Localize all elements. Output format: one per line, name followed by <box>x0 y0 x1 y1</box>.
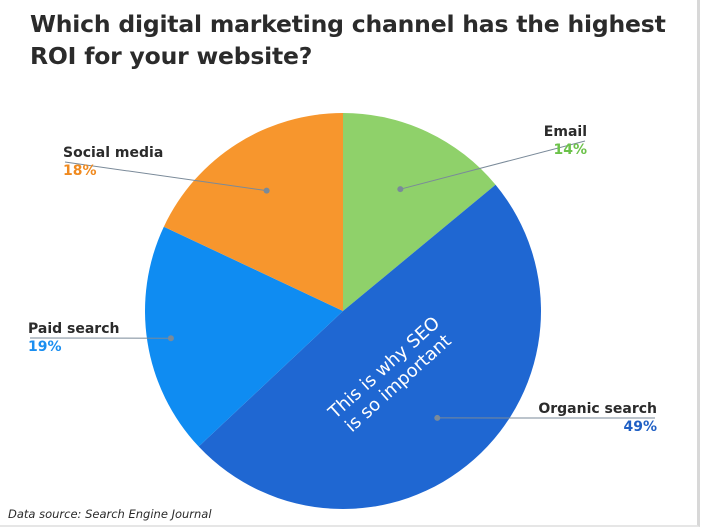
slice-label-group-paid-search: Paid search 19% <box>28 321 174 355</box>
slice-label-group-social-media: Social media 18% <box>63 145 270 194</box>
leader-line <box>64 161 267 192</box>
leader-dot <box>397 186 404 193</box>
slice-value-label: 19% <box>28 339 62 355</box>
slice-label: Email <box>544 124 587 140</box>
leader-dot <box>167 335 174 342</box>
chart-title: Which digital marketing channel has the … <box>30 10 666 70</box>
slice-label-group-organic-search: Organic search 49% <box>434 401 657 435</box>
pie-slice-paid-search <box>145 226 343 447</box>
slice-value-label: 49% <box>623 419 657 435</box>
leader-dot <box>434 414 441 421</box>
slice-value-label: 18% <box>63 163 97 179</box>
pie-slice-email <box>343 113 496 311</box>
slice-label: Social media <box>63 145 163 161</box>
data-source-note: Data source: Search Engine Journal <box>8 507 212 521</box>
slice-label-group-email: Email 14% <box>397 124 587 193</box>
pie-slice-social-media <box>163 113 343 311</box>
pie-slice-organic-search <box>198 184 541 509</box>
slice-label: Organic search <box>538 401 657 417</box>
slice-label: Paid search <box>28 321 119 337</box>
slice-value-label: 14% <box>553 142 587 158</box>
leader-dot <box>263 187 270 194</box>
leader-line <box>400 140 586 190</box>
